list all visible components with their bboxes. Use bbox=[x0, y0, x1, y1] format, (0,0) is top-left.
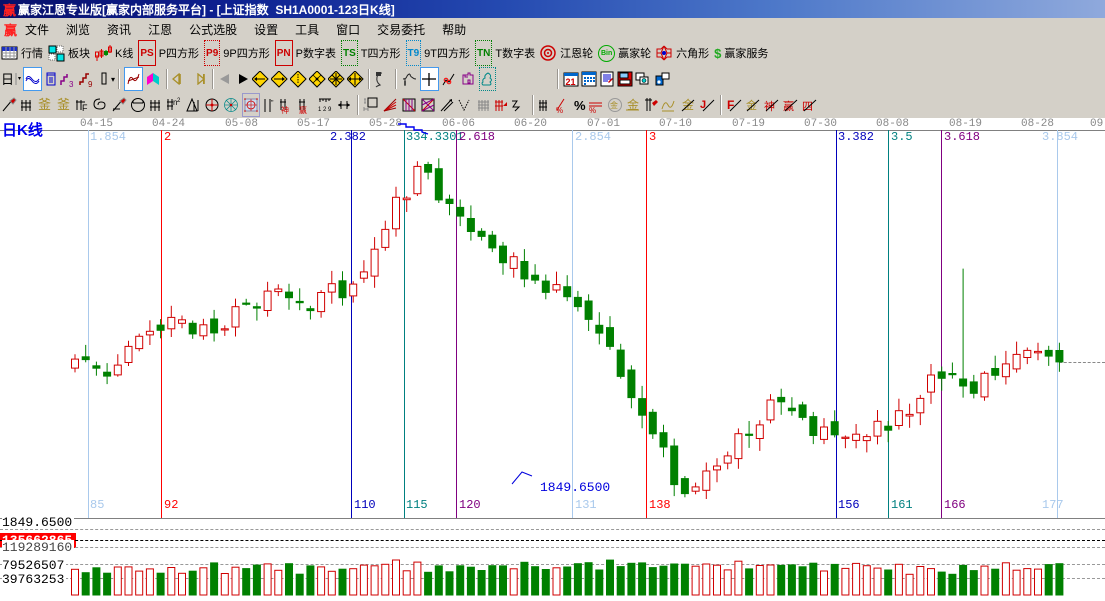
svg-text:2: 2 bbox=[177, 98, 181, 104]
svg-text:%: % bbox=[589, 106, 596, 114]
svg-text:赢: 赢 bbox=[783, 99, 794, 113]
svg-text:F: F bbox=[82, 103, 88, 113]
svg-text:金: 金 bbox=[610, 100, 618, 110]
svg-text:": " bbox=[271, 100, 274, 107]
svg-text:21: 21 bbox=[566, 77, 576, 87]
svg-text:日: 日 bbox=[1, 72, 14, 87]
svg-text:釜: 釜 bbox=[38, 97, 51, 112]
svg-text:赢: 赢 bbox=[299, 105, 307, 114]
svg-text:四: 四 bbox=[802, 101, 813, 113]
svg-text:%: % bbox=[556, 106, 563, 114]
svg-text:神: 神 bbox=[281, 105, 289, 114]
svg-text:釜: 釜 bbox=[57, 97, 70, 112]
svg-text:1 2 9: 1 2 9 bbox=[318, 107, 332, 113]
svg-text:3: 3 bbox=[69, 80, 74, 88]
svg-text:9: 9 bbox=[88, 80, 93, 88]
svg-text:神: 神 bbox=[764, 99, 775, 113]
